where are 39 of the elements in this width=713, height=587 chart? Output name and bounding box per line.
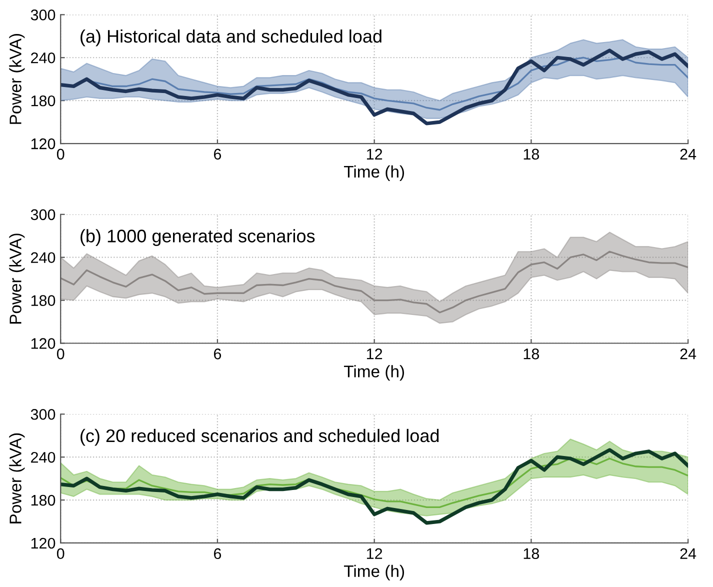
y-tick-label: 180 <box>31 95 56 106</box>
x-tick-label: 24 <box>680 348 696 360</box>
y-axis-title: Power (kVA) <box>9 34 25 124</box>
y-tick-label: 300 <box>30 209 56 220</box>
x-tick-label: 0 <box>56 148 64 160</box>
x-axis-title: Time (h) <box>344 165 404 181</box>
x-axis-title: Time (h) <box>344 365 404 381</box>
y-tick-label: 120 <box>31 338 56 349</box>
y-tick-label: 180 <box>31 494 56 506</box>
y-tick-label: 180 <box>31 295 56 306</box>
y-tick-label: 240 <box>31 252 56 264</box>
line-series <box>60 250 688 314</box>
x-tick-label: 6 <box>214 348 222 360</box>
x-tick-label: 6 <box>214 548 222 560</box>
y-tick-label: 300 <box>30 10 56 20</box>
x-tick-label: 12 <box>366 148 382 160</box>
x-tick-label: 12 <box>366 548 382 559</box>
x-tick-label: 18 <box>524 348 540 360</box>
x-tick-label: 24 <box>680 148 696 160</box>
x-tick-label: 18 <box>524 548 540 560</box>
x-tick-label: 0 <box>56 548 64 560</box>
x-tick-label: 24 <box>680 548 696 559</box>
y-tick-label: 120 <box>31 538 56 549</box>
x-tick-label: 0 <box>56 348 64 360</box>
y-tick-label: 120 <box>31 138 56 150</box>
line-series <box>60 448 688 525</box>
y-tick-label: 240 <box>31 452 56 463</box>
y-tick-label: 240 <box>31 52 56 64</box>
text: (c) 20 reduced scenarios and scheduled load <box>80 428 439 446</box>
y-tick-label: 300 <box>30 408 56 420</box>
y-axis-title: Power (kVA) <box>9 234 25 324</box>
text: (a) Historical data and scheduled load <box>80 29 382 46</box>
x-tick-label: 6 <box>214 148 222 160</box>
x-tick-label: 18 <box>524 148 540 160</box>
text: (b) 1000 generated scenarios <box>80 229 315 246</box>
x-tick-label: 12 <box>366 348 382 360</box>
x-axis-title: Time (h) <box>344 564 404 580</box>
y-axis-title: Power (kVA) <box>9 433 25 524</box>
line-series <box>60 48 688 126</box>
